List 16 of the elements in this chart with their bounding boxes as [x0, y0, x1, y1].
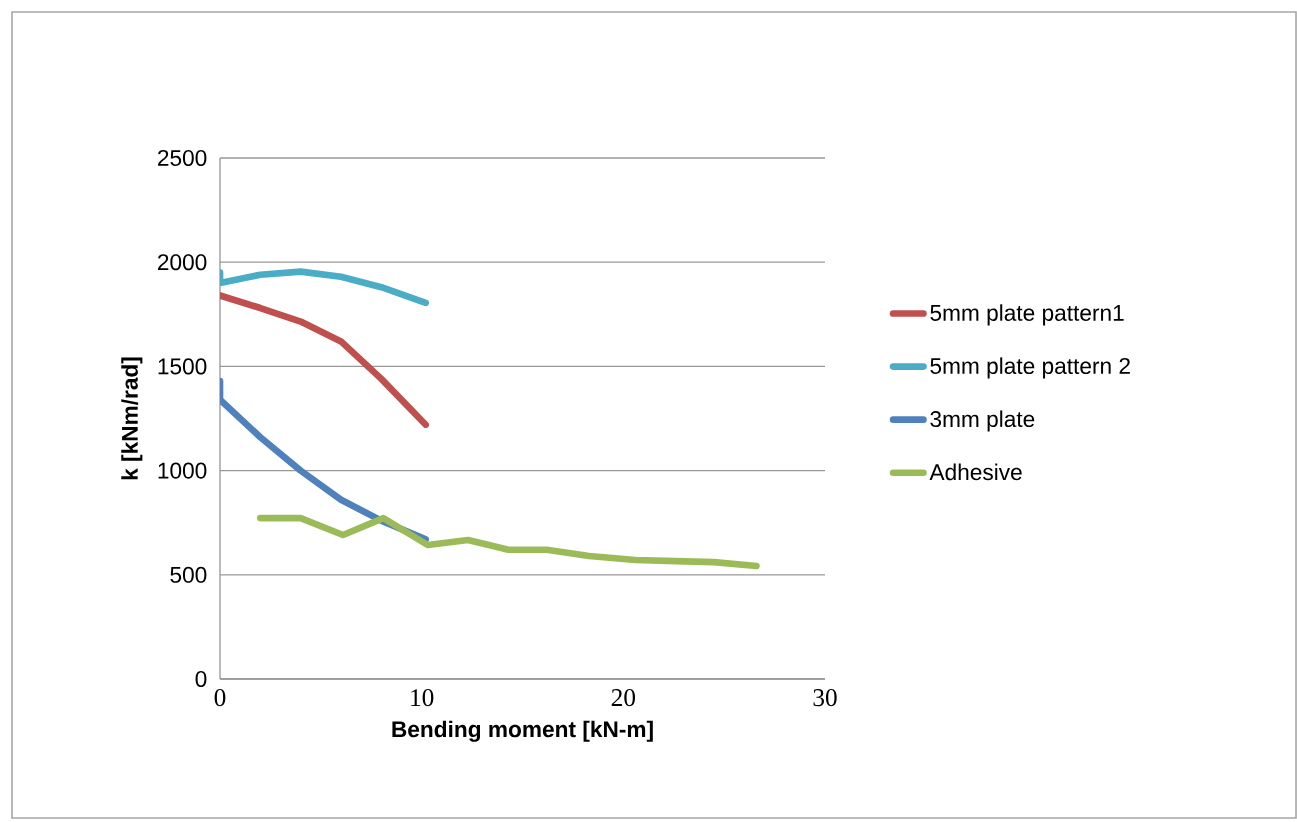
y-tick-label: 2000 [158, 254, 207, 271]
legend-label: 5mm plate pattern1 [930, 304, 1124, 326]
y-tick-label: 1000 [158, 462, 207, 479]
legend-label: Adhesive [929, 463, 1022, 481]
y-axis-title: k [kNm/rad] [121, 357, 143, 480]
x-tick-label: 20 [611, 689, 636, 707]
y-tick-label: 2500 [158, 149, 207, 167]
y-tick-label: 0 [195, 670, 207, 688]
x-axis-title: Bending moment [kN-m] [392, 720, 653, 742]
y-tick-label: 1500 [158, 358, 207, 375]
x-tick-label: 10 [411, 689, 434, 707]
y-tick-label: 500 [170, 566, 207, 583]
x-tick-label: 0 [214, 689, 226, 707]
x-tick-label: 30 [813, 689, 837, 707]
legend-label: 5mm plate pattern 2 [930, 357, 1130, 379]
legend-label: 3mm plate [930, 410, 1035, 432]
